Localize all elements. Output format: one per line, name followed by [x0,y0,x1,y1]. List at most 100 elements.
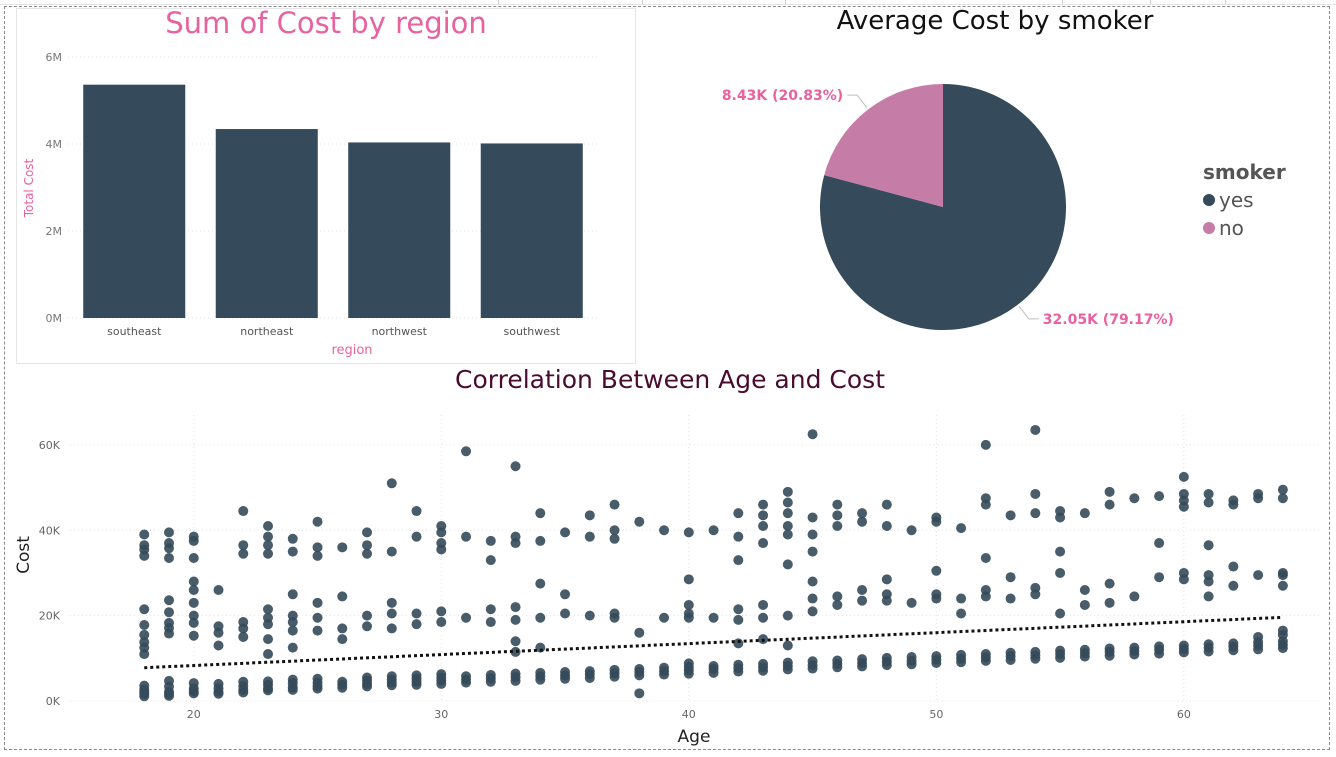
scatter-point [213,678,224,689]
bar-y-axis-title: Total Cost [22,158,36,218]
scatter-point [238,617,249,628]
scatter-point [164,527,175,538]
scatter-point [832,520,843,531]
scatter-point [782,559,793,570]
scatter-point [609,608,620,619]
scatter-point [1253,631,1264,642]
scatter-point [362,548,373,559]
scatter-point [312,550,323,561]
scatter-point [139,540,150,551]
bar-xtick-label: southeast [107,325,162,338]
scatter-point [1030,424,1041,435]
scatter-point [535,578,546,589]
scatter-point [362,621,373,632]
scatter-point [238,540,249,551]
scatter-point [807,529,818,540]
scatter-point [287,589,298,600]
scatter-point [337,634,348,645]
legend-title: smoker [1203,160,1286,184]
scatter-point [312,597,323,608]
scatter-point [139,680,150,691]
scatter-point [1203,591,1214,602]
scatter-point [263,676,274,687]
pie-data-label: 8.43K (20.83%) [722,88,843,104]
scatter-point [609,533,620,544]
scatter-point [980,585,991,596]
scatter-point [461,671,472,682]
scatter-point [1005,572,1016,583]
scatter-point [956,649,967,660]
pie-slice-yes [819,84,1066,330]
scatter-point [362,527,373,538]
scatter-point [857,585,868,596]
scatter-point [411,619,422,630]
scatter-point [881,574,892,585]
scatter-point [956,608,967,619]
scatter-point [584,531,595,542]
scatter-point [485,555,496,566]
scatter-trendline [144,615,1283,670]
scatter-point [386,546,397,557]
scatter-ytick-label: 20K [39,610,61,623]
bar-xtick-label: northeast [240,325,294,338]
scatter-ytick-label: 40K [39,524,61,537]
pie-chart[interactable]: 32.05K (79.17%) 8.43K (20.83%) [700,60,1200,360]
scatter-point [1228,580,1239,591]
scatter-point [857,654,868,665]
scatter-point [931,512,942,523]
scatter-point [1030,488,1041,499]
report-canvas [4,6,1330,750]
ribbon-divider [1225,0,1226,4]
scatter-point [312,542,323,553]
scatter-point [931,589,942,600]
scatter-point [782,610,793,621]
scatter-point [1277,567,1288,578]
scatter-point [609,664,620,675]
scatter-point [1079,644,1090,655]
legend-item-yes[interactable]: yes [1203,188,1286,212]
bar-northeast [215,129,318,318]
scatter-point [708,612,719,623]
scatter-point [1277,484,1288,495]
scatter-point [213,640,224,651]
scatter-chart[interactable]: 0K 20K 40K 60K 20 30 40 50 60 Age Cost [0,395,1336,755]
legend-label-no: no [1219,216,1244,240]
scatter-point [312,612,323,623]
scatter-point [1030,508,1041,519]
scatter-chart-title: Correlation Between Age and Cost [455,365,885,394]
scatter-point [832,599,843,610]
scatter-point [164,607,175,618]
scatter-point [683,608,694,619]
scatter-point [758,612,769,623]
scatter-y-axis-title: Cost [14,536,34,574]
scatter-point [485,604,496,615]
scatter-point [139,629,150,640]
scatter-point [683,527,694,538]
scatter-point [683,574,694,585]
bar-ytick-label: 0M [46,312,63,325]
scatter-point [535,508,546,519]
ribbon-divider [642,0,643,4]
scatter-point [461,446,472,457]
ribbon-divider [498,0,499,4]
scatter-xtick-label: 60 [1177,708,1191,721]
legend-item-no[interactable]: no [1203,216,1286,240]
scatter-point [337,542,348,553]
scatter-point [287,674,298,685]
scatter-point [807,512,818,523]
scatter-ytick-label: 0K [46,695,61,708]
scatter-xtick-label: 30 [434,708,448,721]
scatter-point [238,506,249,517]
scatter-point [659,525,670,536]
scatter-point [386,478,397,489]
bar-chart[interactable]: 0M 2M 4M 6M southeast northeast northwest south… [0,0,640,370]
scatter-point [980,553,991,563]
scatter-point [386,623,397,634]
scatter-point [238,676,249,687]
scatter-point [188,585,199,596]
bar-x-axis-title: region [331,343,372,358]
scatter-point [609,499,620,510]
scatter-point [906,597,917,608]
scatter-point [782,508,793,519]
scatter-point [857,595,868,606]
